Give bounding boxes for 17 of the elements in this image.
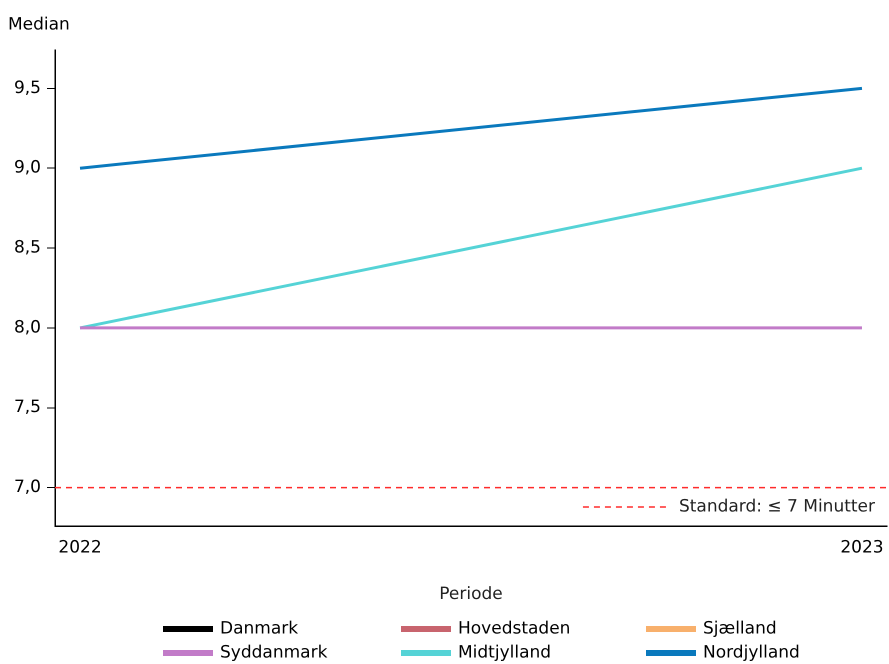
y-axis-title: Median (8, 14, 70, 34)
legend-label: Nordjylland (703, 642, 800, 662)
legend-label: Sjælland (703, 618, 777, 638)
x-tick-label: 2023 (840, 538, 884, 558)
x-axis-title: Periode (439, 584, 503, 604)
y-tick-label: 7,5 (14, 397, 41, 418)
y-tick-label: 9,0 (14, 158, 41, 178)
ref-line-label: Standard: ≤ 7 Minutter (678, 496, 876, 516)
legend-label: Midtjylland (458, 642, 552, 662)
y-tick-label: 9,5 (14, 78, 41, 98)
y-tick-label: 8,0 (14, 317, 41, 338)
legend-label: Syddanmark (220, 642, 328, 662)
legend-label: Danmark (220, 618, 298, 638)
x-tick-label: 2022 (58, 538, 102, 558)
y-tick-label: 7,0 (14, 477, 41, 498)
y-tick-label: 8,5 (14, 237, 41, 258)
legend-label: Hovedstaden (458, 618, 570, 638)
